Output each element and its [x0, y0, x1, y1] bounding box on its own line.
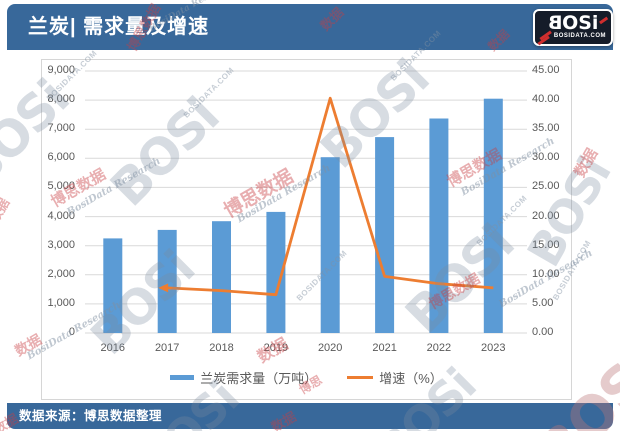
y-axis-left-tick: 3,000: [47, 238, 75, 251]
y-axis-right-tick: 0.00: [532, 326, 554, 338]
y-axis-right-tick: 25.00: [532, 180, 560, 193]
x-axis-tick: 2022: [426, 342, 452, 354]
bosi-logo: BOSi BOSIDATA.COM: [533, 9, 613, 46]
y-axis-left-tick: 7,000: [47, 122, 75, 135]
y-axis-right-tick: 45.00: [532, 64, 560, 76]
y-axis-left-tick: 9,000: [47, 64, 75, 76]
chart-panel: [41, 59, 572, 400]
x-axis-tick: 2017: [154, 342, 180, 354]
header-bar: 兰炭| 需求量及增速: [7, 4, 613, 50]
x-axis-tick: 2018: [209, 342, 234, 354]
legend-label-growth: 增速（%）: [379, 371, 443, 386]
y-axis-right-tick: 10.00: [532, 267, 560, 280]
y-axis-left-tick: 5,000: [47, 180, 75, 193]
logo-letters-osi: OSi: [562, 12, 599, 34]
y-axis-left-tick: 0: [68, 326, 75, 338]
x-axis-tick: 2021: [372, 342, 397, 354]
y-axis-left-tick: 1,000: [47, 296, 75, 309]
y-axis-left-tick: 6,000: [47, 151, 75, 164]
x-axis-tick: 2016: [100, 342, 126, 354]
legend-swatch-demand: [170, 375, 195, 380]
legend-label-demand: 兰炭需求量（万吨）: [200, 371, 318, 386]
legend: 兰炭需求量（万吨） 增速（%）: [41, 368, 572, 387]
y-axis-right-tick: 20.00: [532, 209, 560, 222]
y-axis-left-tick: 2,000: [47, 267, 75, 280]
y-axis-right-tick: 30.00: [532, 151, 560, 164]
y-axis-right-tick: 40.00: [532, 93, 560, 106]
legend-item-demand: 兰炭需求量（万吨）: [170, 368, 317, 387]
x-axis-tick: 2020: [317, 342, 343, 354]
legend-item-growth: 增速（%）: [347, 368, 443, 387]
x-axis-tick: 2023: [481, 342, 506, 354]
y-axis-right-tick: 5.00: [532, 296, 554, 309]
y-axis-left-tick: 4,000: [47, 209, 75, 222]
y-axis-left-tick: 8,000: [47, 93, 75, 106]
y-axis-right-tick: 35.00: [532, 122, 560, 135]
footer-bar: 数据来源：博思数据整理: [7, 403, 613, 429]
data-source-text: 数据来源：博思数据整理: [19, 409, 163, 423]
y-axis-right-tick: 15.00: [532, 238, 560, 251]
x-axis-tick: 2019: [263, 342, 289, 354]
legend-swatch-growth: [347, 376, 374, 379]
logo-text: BOSi: [535, 12, 611, 34]
logo-domain: BOSIDATA.COM: [553, 33, 606, 39]
page-title: 兰炭| 需求量及增速: [28, 16, 210, 38]
